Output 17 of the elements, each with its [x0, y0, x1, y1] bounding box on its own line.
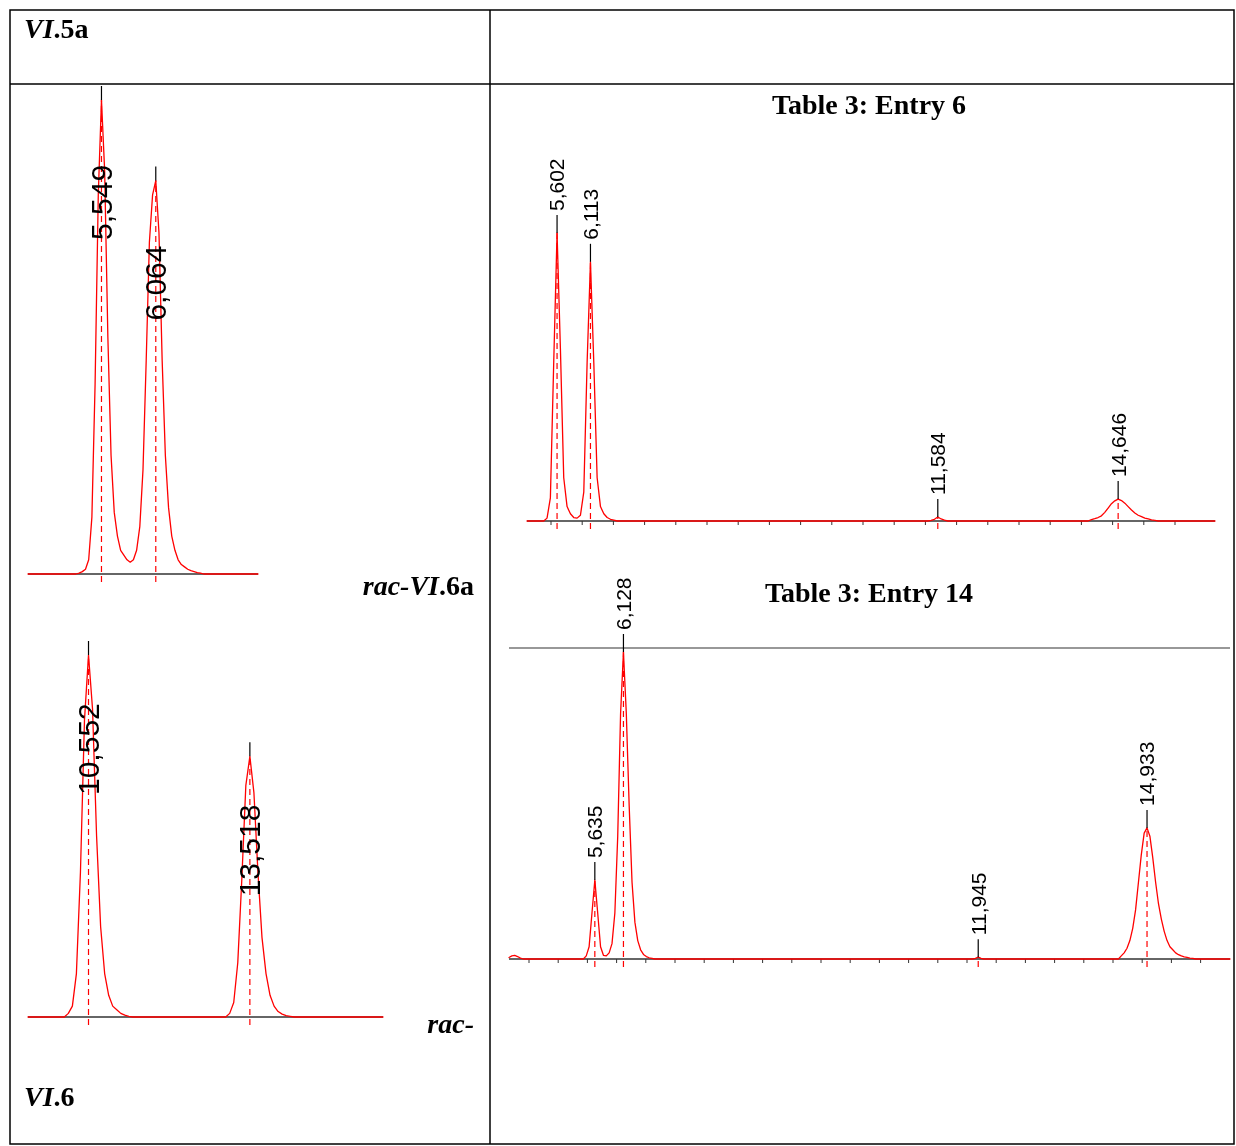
annotation: 11,945	[966, 872, 990, 936]
annotation: 13,518	[233, 804, 267, 897]
annotation: 5,549	[84, 164, 118, 240]
annotation: 5,602	[545, 158, 569, 211]
annotation: 14,646	[1106, 412, 1130, 478]
annotation: 14,933	[1135, 741, 1159, 806]
annotation: 11,584	[926, 431, 950, 495]
annotation: 6,064	[139, 245, 173, 321]
text: rac-VI.6a	[362, 570, 474, 601]
chart-title: Table 3: Entry 14	[764, 577, 974, 608]
annotation: 6,113	[578, 188, 602, 240]
annotation: 6,128	[611, 577, 635, 630]
annotation: 5,635	[583, 805, 607, 859]
chart-title: Table 3: Entry 6	[771, 89, 967, 120]
text: rac-VI.6	[24, 1008, 474, 1112]
chart-title: VI.5a	[24, 13, 89, 44]
annotation: 10,552	[72, 703, 106, 795]
